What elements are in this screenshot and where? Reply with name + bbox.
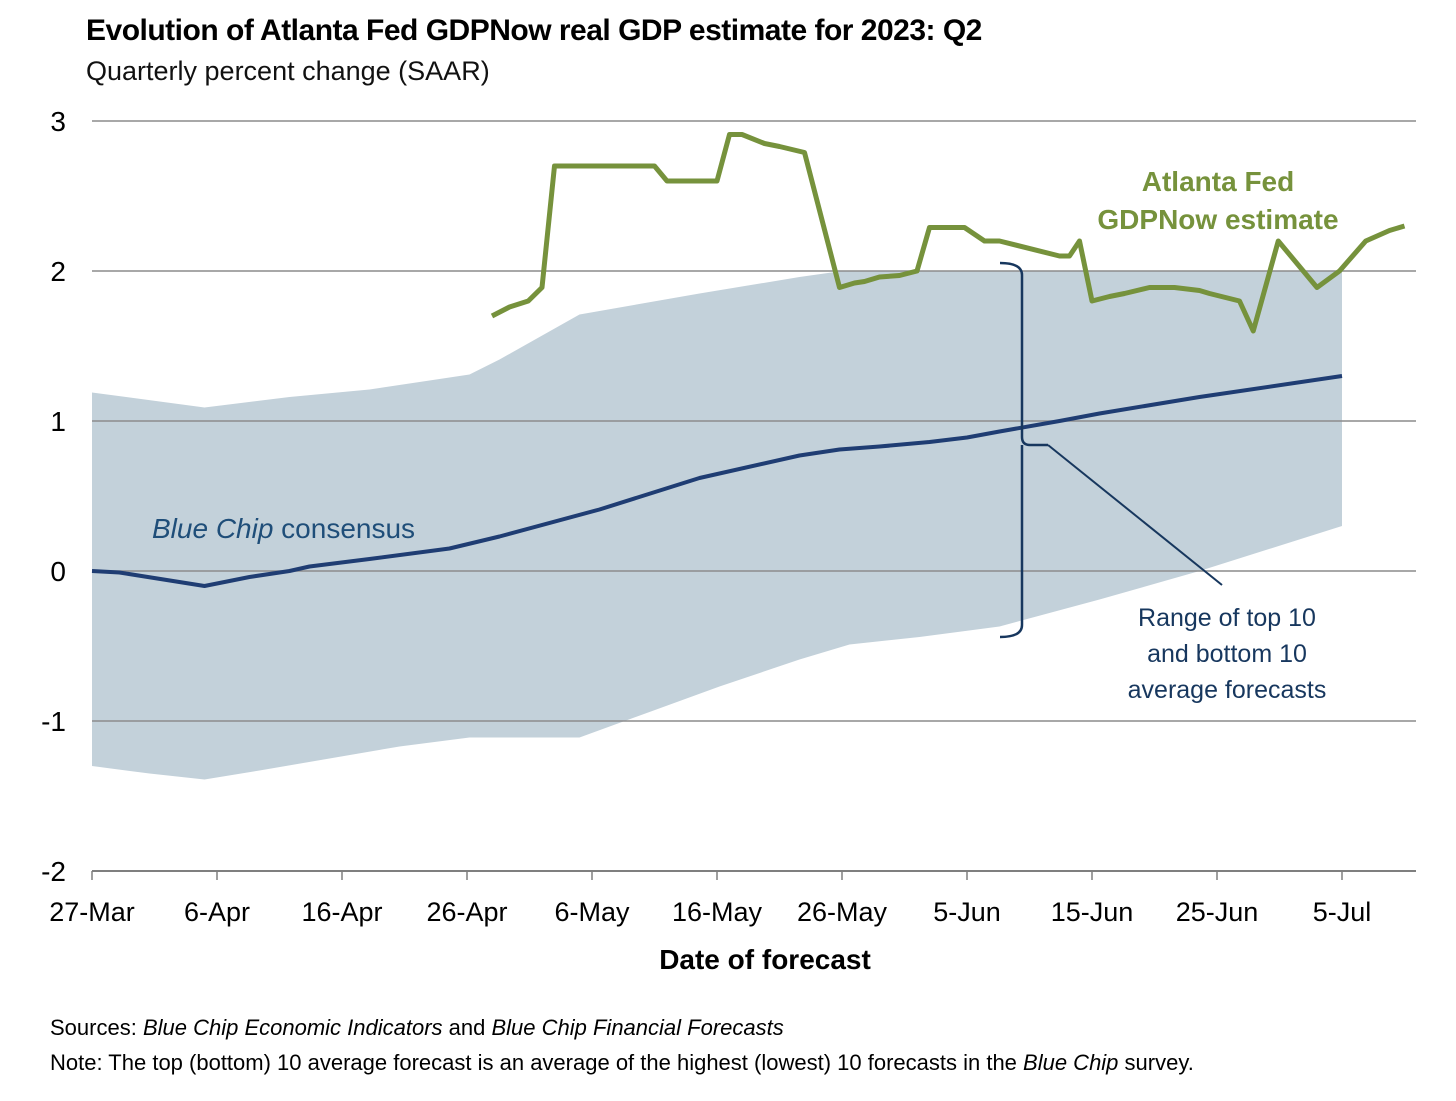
sources-text-2: Blue Chip Financial Forecasts bbox=[491, 1015, 784, 1040]
x-tick-label: 6-May bbox=[554, 897, 630, 927]
range-annotation-label: Range of top 10 bbox=[1138, 604, 1316, 632]
x-tick-label: 27-Mar bbox=[49, 897, 135, 927]
range-annotation-label: average forecasts bbox=[1128, 676, 1327, 704]
range-annotation-label: and bottom 10 bbox=[1147, 640, 1307, 668]
gdpnow-label: GDPNow estimate bbox=[1097, 204, 1338, 235]
note-label: Note: bbox=[50, 1050, 103, 1075]
annotation-leader-line bbox=[1047, 444, 1223, 586]
y-tick-label: -2 bbox=[41, 856, 66, 887]
y-tick-label: 3 bbox=[50, 106, 66, 137]
x-tick-label: 5-Jun bbox=[933, 897, 1001, 927]
footnote: Note: The top (bottom) 10 average foreca… bbox=[50, 1050, 1194, 1076]
note-text-2: survey. bbox=[1118, 1050, 1194, 1075]
gdpnow-label: Atlanta Fed bbox=[1142, 166, 1294, 197]
x-tick-label: 5-Jul bbox=[1313, 897, 1372, 927]
consensus-label: Blue Chip consensus bbox=[152, 513, 415, 544]
chart-title: Evolution of Atlanta Fed GDPNow real GDP… bbox=[86, 14, 982, 47]
sources-and: and bbox=[442, 1015, 492, 1040]
x-tick-label: 6-Apr bbox=[184, 897, 250, 927]
y-tick-label: 1 bbox=[50, 406, 66, 437]
y-tick-label: 2 bbox=[50, 256, 66, 287]
chart-subtitle: Quarterly percent change (SAAR) bbox=[86, 56, 490, 86]
x-tick-label: 15-Jun bbox=[1051, 897, 1134, 927]
sources-label: Sources: bbox=[50, 1015, 137, 1040]
x-tick-label: 16-May bbox=[672, 897, 763, 927]
sources-note: Sources: Blue Chip Economic Indicators a… bbox=[50, 1015, 784, 1041]
forecast-range-band bbox=[92, 271, 1342, 780]
gdpnow-line bbox=[490, 132, 1406, 334]
x-tick-label: 26-Apr bbox=[426, 897, 507, 927]
y-tick-label: -1 bbox=[41, 706, 66, 737]
x-axis-label: Date of forecast bbox=[659, 944, 871, 975]
blue-chip-consensus-line bbox=[91, 374, 1343, 588]
x-tick-label: 16-Apr bbox=[301, 897, 382, 927]
note-text-1: The top (bottom) 10 average forecast is … bbox=[102, 1050, 1024, 1075]
range-brace bbox=[999, 261, 1048, 639]
x-tick-label: 25-Jun bbox=[1176, 897, 1259, 927]
note-italic: Blue Chip bbox=[1023, 1050, 1119, 1075]
y-tick-label: 0 bbox=[50, 556, 66, 587]
x-tick-label: 26-May bbox=[797, 897, 888, 927]
sources-text-1: Blue Chip Economic Indicators bbox=[142, 1015, 443, 1040]
